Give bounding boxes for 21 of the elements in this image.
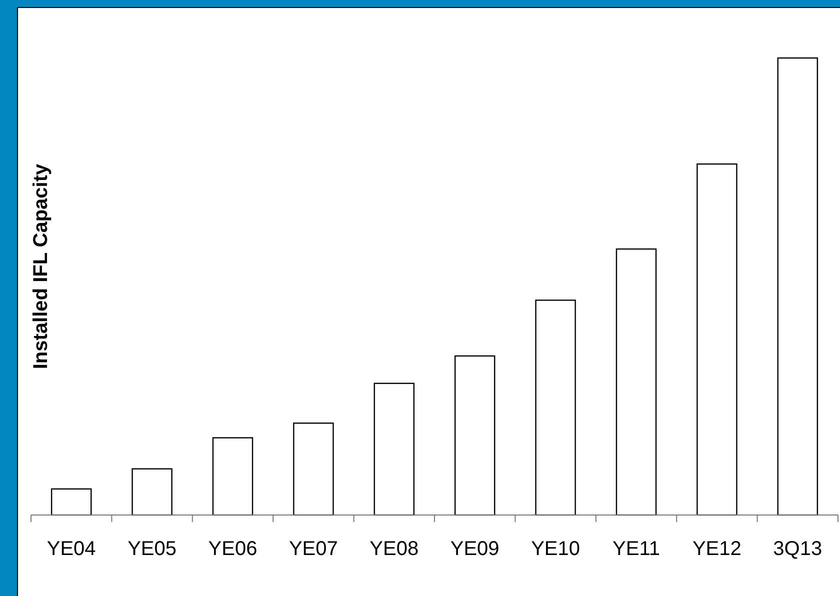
- bar: [132, 468, 172, 516]
- x-tick-label: YE11: [612, 538, 660, 560]
- bar: [293, 422, 334, 516]
- bar: [616, 248, 657, 516]
- x-tick-label: YE06: [208, 538, 258, 560]
- bar: [374, 382, 415, 516]
- y-axis-title: Installed IFL Capacity: [30, 163, 52, 370]
- bar: [777, 57, 818, 516]
- x-tick-label: YE12: [692, 538, 742, 560]
- x-tick-label: YE09: [450, 538, 500, 560]
- bar: [535, 300, 576, 516]
- x-tick-label: YE08: [370, 538, 419, 560]
- x-tick-label: YE04: [46, 538, 96, 560]
- bar: [696, 163, 738, 516]
- x-tick-label: YE05: [128, 538, 177, 560]
- x-tick-label: YE10: [531, 538, 580, 560]
- x-tick-label: 3Q13: [773, 538, 822, 560]
- bar: [50, 488, 92, 516]
- bar: [212, 437, 254, 516]
- x-tick-label: YE07: [288, 538, 338, 560]
- bar: [454, 355, 496, 516]
